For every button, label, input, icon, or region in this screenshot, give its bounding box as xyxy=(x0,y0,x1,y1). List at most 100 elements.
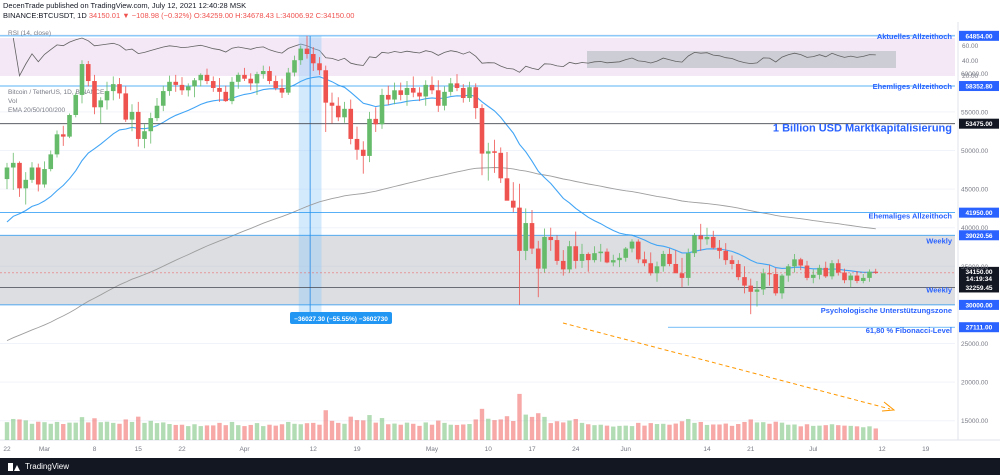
date-tick-label: 21 xyxy=(747,446,755,453)
candle-body xyxy=(442,91,447,106)
volume-bar xyxy=(598,424,603,440)
candle-body xyxy=(229,81,235,102)
candle xyxy=(460,84,466,103)
candle xyxy=(385,85,391,105)
candle-body xyxy=(660,253,666,267)
candle-body xyxy=(179,84,185,91)
candle-body xyxy=(723,250,729,261)
volume-bar xyxy=(679,421,685,440)
rsi-line xyxy=(12,37,876,78)
candle-body xyxy=(204,74,210,82)
volume-bar xyxy=(542,416,547,440)
candle-body xyxy=(285,72,291,93)
candle xyxy=(429,76,435,95)
market-cap-label: 1 Billion USD Marktkapitalisierung xyxy=(773,123,952,135)
volume-bar xyxy=(842,425,847,440)
candle xyxy=(117,77,122,99)
candle xyxy=(10,152,16,190)
volume-bar xyxy=(417,425,422,440)
candle-body xyxy=(85,64,91,82)
rsi-tick-label: 20.00 xyxy=(962,73,979,80)
volume-bar xyxy=(267,424,272,440)
candle xyxy=(829,260,835,280)
candle xyxy=(698,223,704,251)
candle-body xyxy=(704,236,710,240)
candle xyxy=(123,86,129,122)
volume-bar xyxy=(242,426,247,440)
candle xyxy=(304,35,310,59)
volume-bar xyxy=(329,420,335,440)
candle-body xyxy=(273,81,279,88)
candle xyxy=(729,255,735,270)
candle-body xyxy=(379,94,385,125)
candle-body xyxy=(48,154,54,170)
candle xyxy=(479,104,485,176)
candle xyxy=(298,45,304,65)
candle xyxy=(860,274,866,284)
candle-body xyxy=(292,60,297,73)
candle xyxy=(442,86,447,111)
volume-bar xyxy=(636,422,641,440)
candle-body xyxy=(142,131,147,139)
candle-body xyxy=(492,151,497,153)
volume-bar xyxy=(479,408,485,440)
price-tick-label: 50000.00 xyxy=(961,148,988,155)
date-tick-label: Mar xyxy=(39,446,51,453)
candle xyxy=(673,250,679,274)
tradingview-chart[interactable]: RSI (14, close) 60.00 40.00 20.00 −36027.30 … xyxy=(0,0,1000,458)
candle xyxy=(610,254,616,267)
candle-body xyxy=(548,236,554,241)
volume-bar xyxy=(761,422,766,440)
candle xyxy=(92,74,97,115)
candle xyxy=(260,65,266,79)
candle xyxy=(598,243,604,262)
volume-bar xyxy=(454,424,460,440)
date-tick-label: Apr xyxy=(239,446,250,453)
volume-bar xyxy=(29,423,35,440)
candle xyxy=(504,152,510,201)
candle xyxy=(392,82,397,105)
volume-bar xyxy=(111,422,116,440)
volume-bar xyxy=(204,425,210,440)
candle xyxy=(535,240,541,298)
tradingview-icon xyxy=(8,462,21,471)
candle xyxy=(310,47,316,72)
volume-bar xyxy=(773,421,778,440)
price-tag-label: 64854.00 xyxy=(965,33,992,40)
candle-body xyxy=(598,251,604,254)
candle-body xyxy=(304,48,310,55)
candle-body xyxy=(573,246,579,261)
candle xyxy=(67,113,72,139)
volume-bar xyxy=(86,422,91,440)
volume-bar xyxy=(411,423,416,440)
candle xyxy=(548,227,554,251)
symbol-name: BINANCE:BTCUSDT, 1D xyxy=(3,11,87,20)
volume-bar xyxy=(661,423,666,440)
volume-bar xyxy=(304,423,310,440)
symbol-legend: Bitcoin / TetherUS, 1D, BINANCE xyxy=(8,89,105,96)
candle xyxy=(717,240,722,259)
candle-body xyxy=(648,263,654,274)
candle xyxy=(29,162,35,183)
candle-body xyxy=(92,81,97,108)
volume-bar xyxy=(298,424,303,440)
candle xyxy=(35,163,41,192)
candle xyxy=(642,251,647,267)
price-tag xyxy=(959,118,999,129)
volume-bar xyxy=(854,426,860,440)
candle-body xyxy=(160,91,166,106)
volume-bar xyxy=(711,424,716,440)
candle xyxy=(110,76,116,101)
volume-bar xyxy=(367,415,372,440)
price-ticks: 60000.00 55000.00 50000.00 45000.00 40000.00… xyxy=(961,71,988,425)
candle xyxy=(367,111,372,163)
footer-bar: TradingView xyxy=(0,458,1000,475)
countdown-label: 14:19:34 xyxy=(966,276,992,283)
candle-body xyxy=(748,285,754,292)
candle-body xyxy=(554,240,560,261)
volume-bar xyxy=(392,423,397,440)
volume-bar xyxy=(654,424,660,440)
volume-bar xyxy=(486,418,491,440)
candle-body xyxy=(335,105,341,118)
tradingview-logo[interactable]: TradingView xyxy=(8,458,69,475)
